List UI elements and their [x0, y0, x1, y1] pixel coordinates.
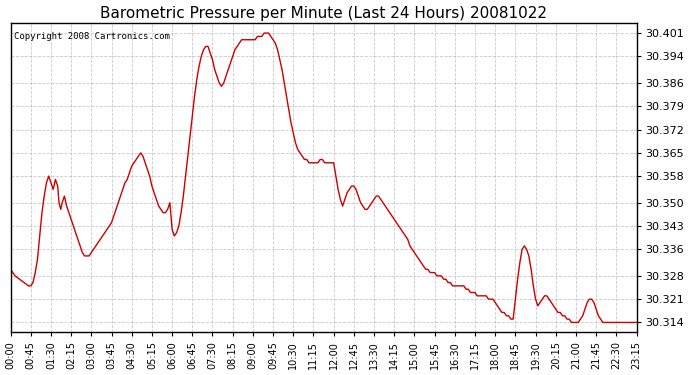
Text: Copyright 2008 Cartronics.com: Copyright 2008 Cartronics.com	[14, 32, 170, 41]
Title: Barometric Pressure per Minute (Last 24 Hours) 20081022: Barometric Pressure per Minute (Last 24 …	[100, 6, 547, 21]
